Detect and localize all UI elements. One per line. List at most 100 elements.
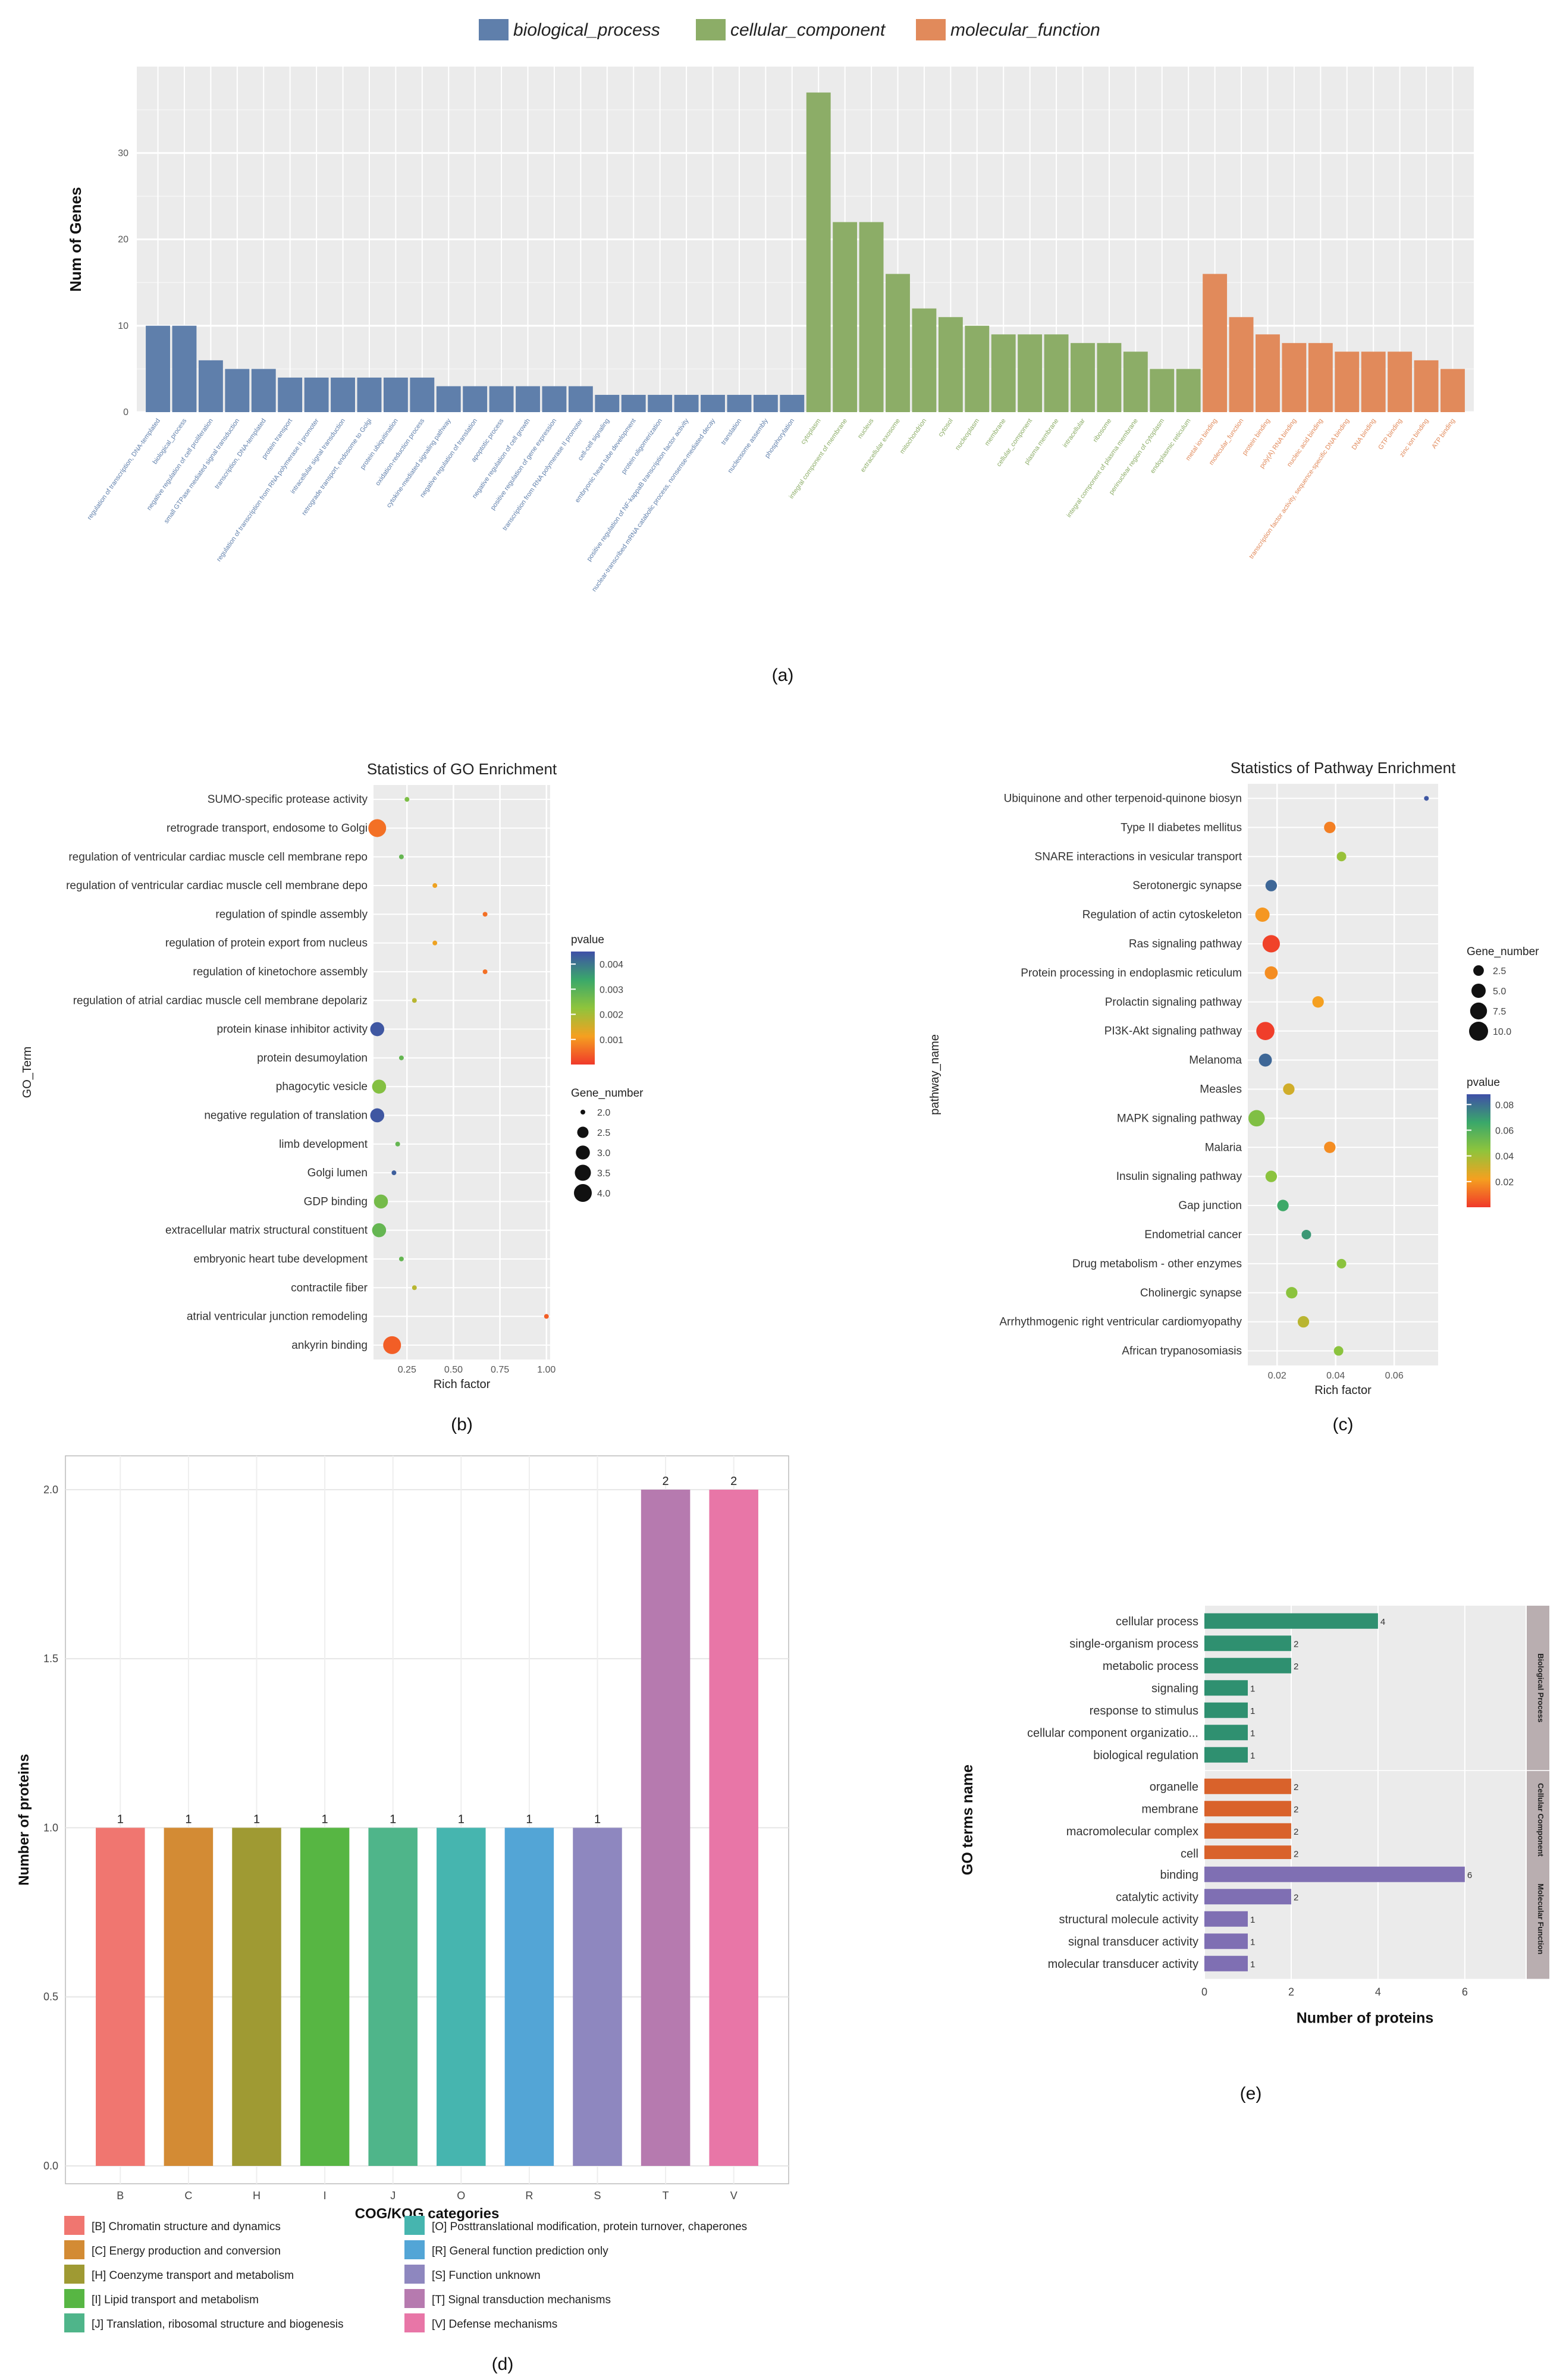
size-legend-label: 10.0 [1493, 1027, 1511, 1037]
data-point [1312, 996, 1324, 1008]
term-label: protein desumoylation [257, 1052, 368, 1065]
bar [1204, 1778, 1291, 1794]
bar [96, 1828, 145, 2166]
chart-title: Statistics of Pathway Enrichment [1231, 759, 1456, 777]
legend-label: [I] Lipid transport and metabolism [92, 2294, 259, 2306]
bar [709, 1489, 758, 2166]
bar [1361, 351, 1386, 412]
size-legend-point [1473, 965, 1484, 976]
bar [1229, 317, 1254, 412]
y-tick-label: 10 [118, 321, 128, 331]
bar [542, 386, 567, 412]
bar [304, 377, 329, 412]
data-point [368, 819, 387, 837]
bar [573, 1828, 622, 2166]
bar [357, 377, 382, 412]
pvalue-colorbar [1467, 1094, 1490, 1207]
x-tick-label: 0 [1201, 1986, 1207, 1998]
colorbar-tick-label: 0.001 [600, 1035, 623, 1045]
term-label: Ras signaling pathway [1129, 938, 1242, 950]
bar-value-label: 2 [663, 1475, 669, 1488]
bar [991, 334, 1016, 412]
bar-value-label: 1 [1250, 1684, 1255, 1694]
term-label: SNARE interactions in vesicular transpor… [1035, 850, 1242, 863]
bar [621, 394, 646, 412]
bar [1204, 1955, 1248, 1971]
bar [1204, 1613, 1378, 1629]
term-label: Prolactin signaling pathway [1105, 996, 1242, 1009]
pvalue-legend: pvalue 0.02 0.04 0.06 0.08 [1467, 1076, 1514, 1207]
x-tick-label: 0.75 [491, 1365, 509, 1375]
bar-value-label: 1 [1250, 1915, 1255, 1925]
y-tick-label: 0.0 [43, 2160, 58, 2172]
term-label: regulation of spindle assembly [215, 908, 368, 921]
data-point [1336, 852, 1347, 862]
bar-value-label: 1 [1250, 1751, 1255, 1761]
data-point [1283, 1083, 1295, 1095]
bar [1018, 334, 1043, 412]
y-tick-label: 30 [118, 148, 128, 158]
bar [198, 360, 223, 412]
x-tick-label: B [117, 2190, 124, 2202]
bar [368, 1828, 418, 2166]
bar [1256, 334, 1280, 412]
bar [1204, 1845, 1291, 1861]
bar-value-label: 1 [1250, 1728, 1255, 1738]
term-label: contractile fiber [291, 1282, 368, 1294]
size-legend-point [1470, 1002, 1487, 1020]
term-label: PI3K-Akt signaling pathway [1104, 1025, 1242, 1038]
bar [780, 394, 805, 412]
bar [1204, 1889, 1291, 1905]
legend-label: molecular_function [950, 20, 1100, 40]
y-axis-title: pathway_name [928, 1034, 942, 1115]
bar [1441, 369, 1465, 412]
caption-d: (d) [492, 2354, 514, 2374]
legend-swatch [479, 19, 509, 40]
x-tick-label: I [324, 2190, 327, 2202]
term-label: signaling [1151, 1682, 1198, 1695]
facet-strip-label: Molecular Function [1536, 1883, 1545, 1954]
bar [1071, 343, 1095, 412]
panel-c-pathway-enrichment-scatter: Statistics of Pathway Enrichment 0.02 0.04… [928, 759, 1539, 1434]
size-legend-title: Gene_number [1467, 946, 1539, 958]
data-point [398, 1256, 404, 1261]
legend-swatch [696, 19, 726, 40]
bar [1204, 1635, 1291, 1651]
legend-label: [S] Function unknown [432, 2269, 541, 2282]
x-tick-label: 4 [1375, 1986, 1381, 1998]
facet-strip-label: Biological Process [1536, 1653, 1545, 1722]
caption-e: (e) [1240, 2084, 1262, 2103]
term-label: Cholinergic synapse [1140, 1287, 1242, 1299]
plot-background [374, 785, 550, 1359]
bar [648, 394, 673, 412]
data-point [544, 1314, 549, 1319]
data-point [1336, 1258, 1347, 1269]
data-point [412, 1285, 417, 1291]
color-legend-title: pvalue [1467, 1076, 1500, 1089]
data-point [391, 1170, 397, 1176]
data-point [412, 998, 417, 1003]
term-label: Measles [1200, 1083, 1242, 1095]
term-label: binding [1160, 1869, 1198, 1882]
bar [753, 394, 778, 412]
term-label: Drug metabolism - other enzymes [1072, 1258, 1242, 1270]
bar-value-label: 1 [458, 1813, 465, 1826]
bar [172, 325, 197, 412]
bar-value-label: 1 [185, 1813, 192, 1826]
data-point [1262, 935, 1280, 953]
bar-value-label: 1 [1250, 1706, 1255, 1716]
bar [965, 325, 990, 412]
caption-b: (b) [451, 1415, 473, 1434]
data-point [1424, 796, 1429, 801]
data-point [482, 912, 488, 917]
bar [1204, 1725, 1248, 1741]
bar [1204, 1657, 1291, 1673]
legend-swatch [64, 2216, 84, 2235]
size-legend-label: 7.5 [1493, 1007, 1506, 1017]
size-legend-label: 2.5 [597, 1128, 610, 1138]
term-label: SUMO-specific protease activity [208, 793, 368, 806]
bar-value-label: 1 [253, 1813, 260, 1826]
bar [504, 1828, 554, 2166]
data-point [398, 854, 404, 859]
bar [1204, 1866, 1465, 1882]
